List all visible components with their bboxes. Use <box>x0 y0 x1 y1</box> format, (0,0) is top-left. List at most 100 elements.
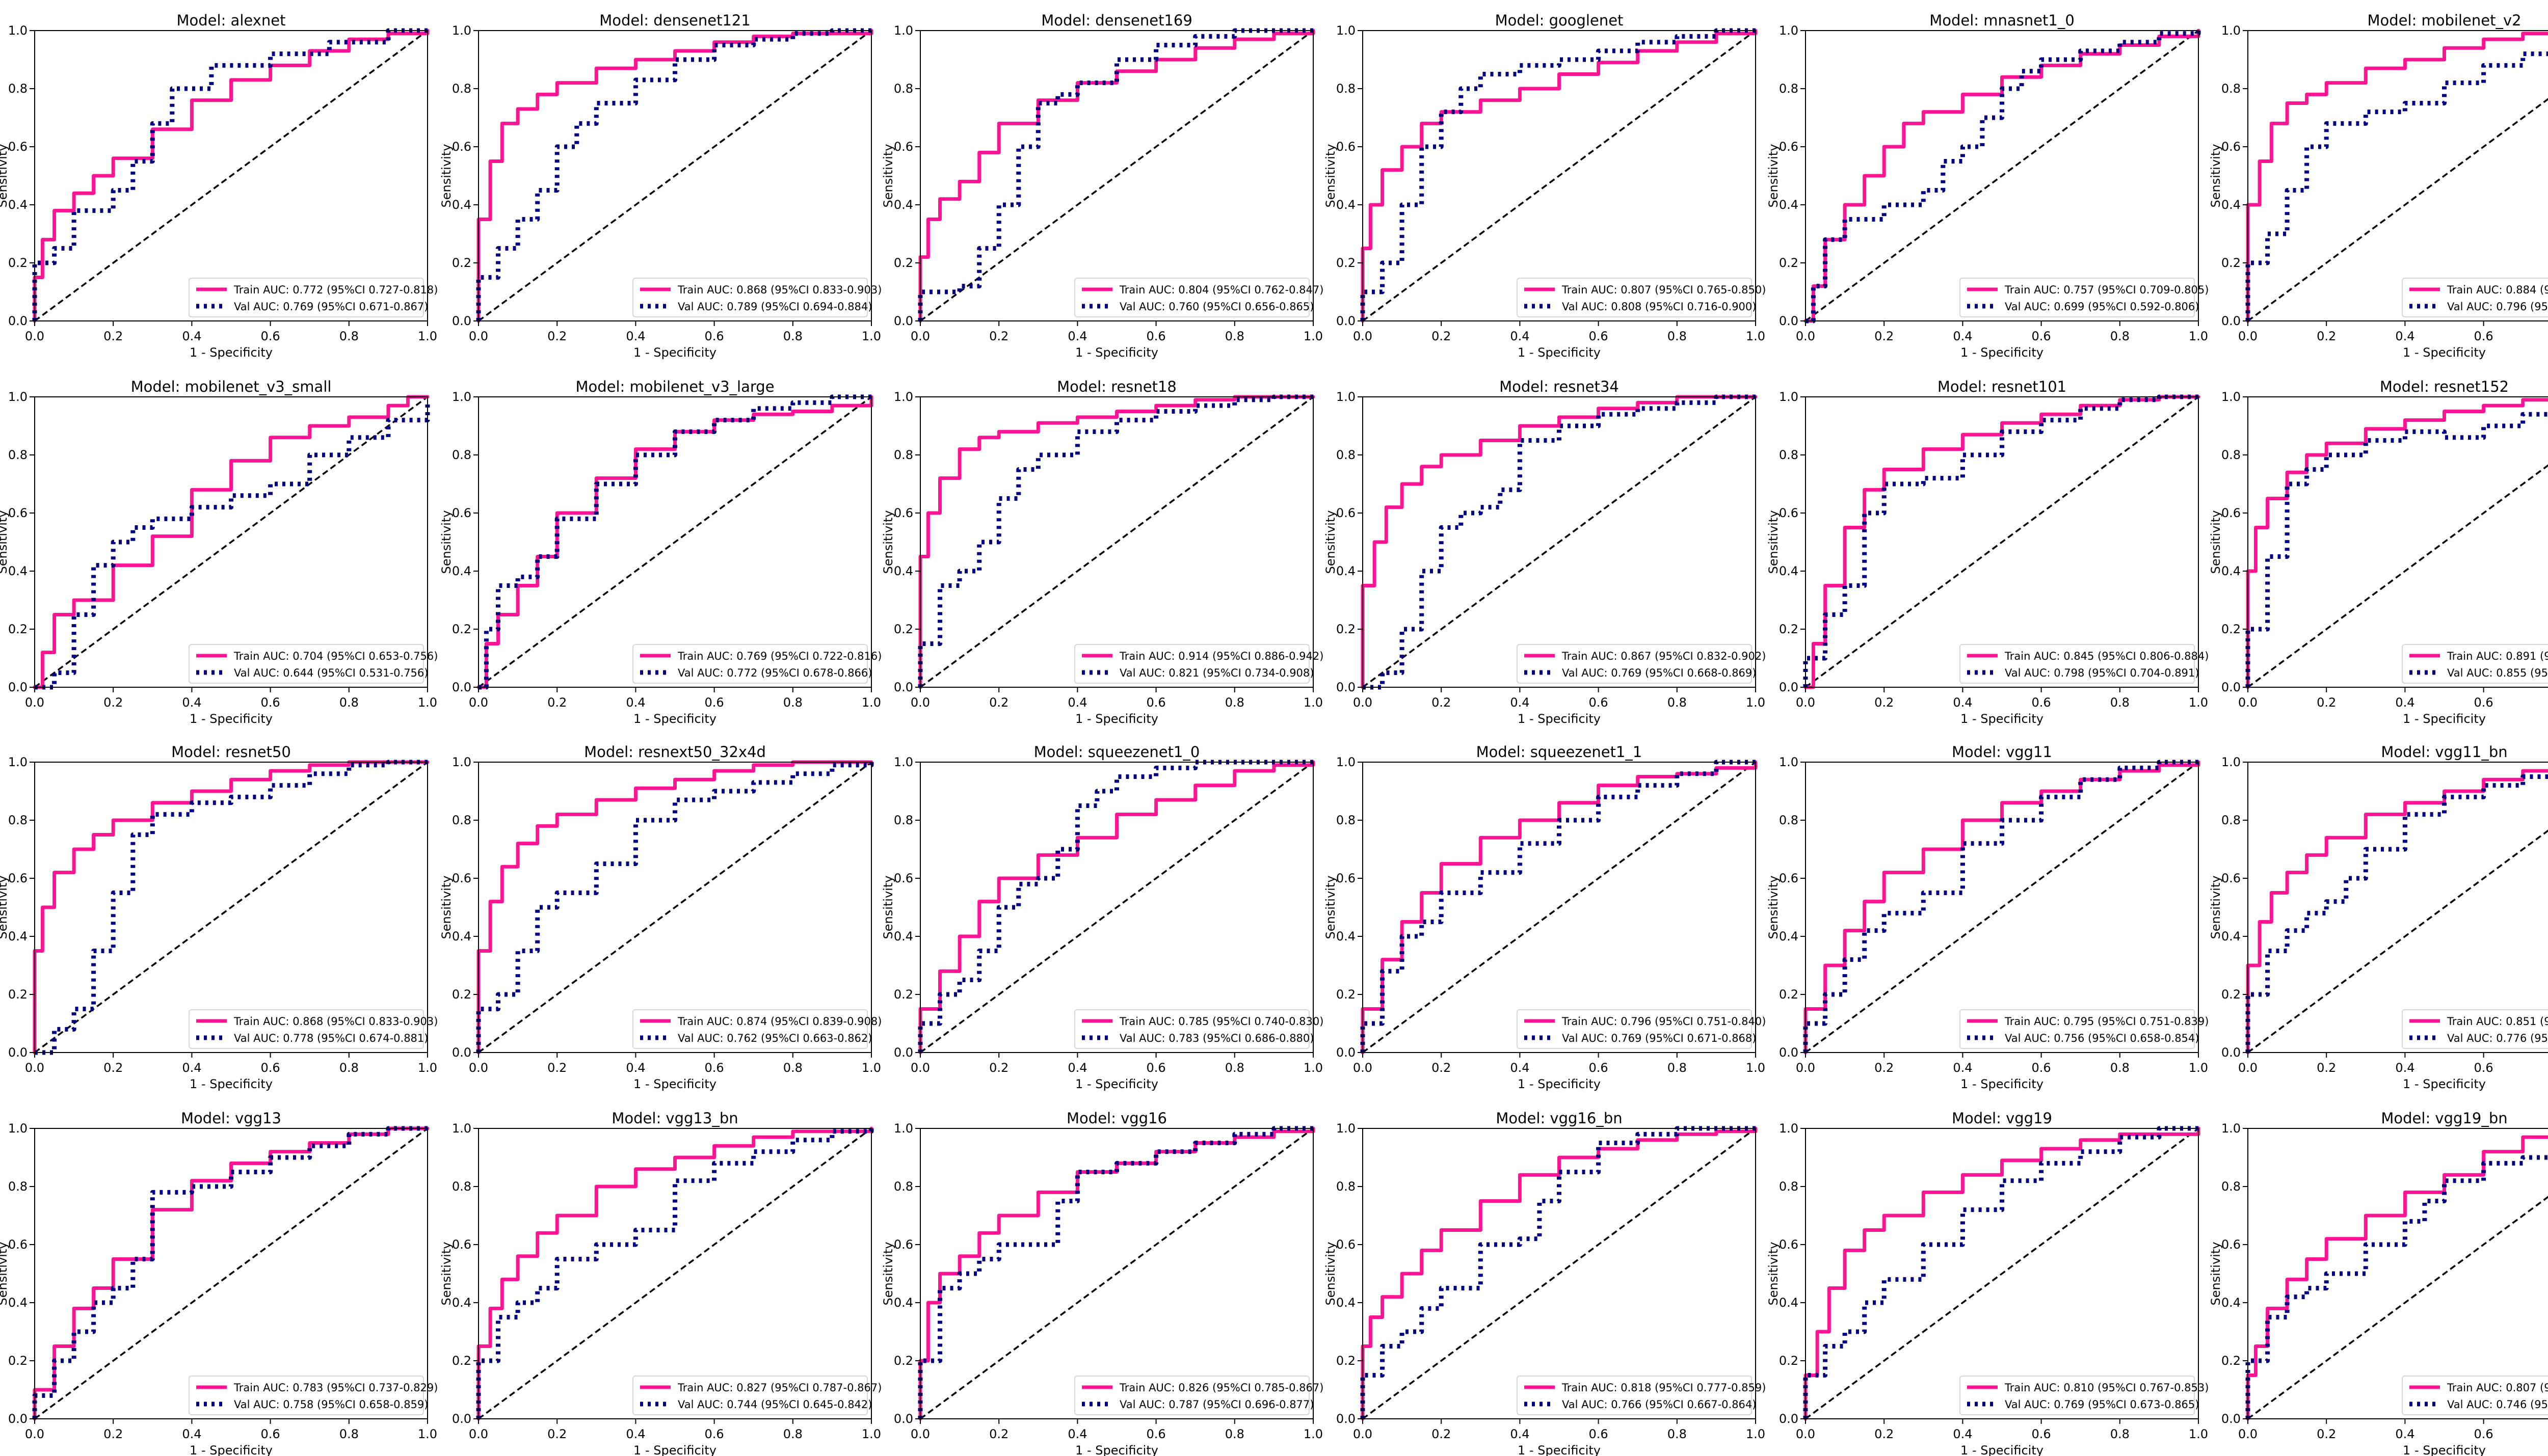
y-tick-label: 0.2 <box>1336 256 1356 270</box>
y-tick-label: 0.4 <box>1779 1296 1798 1310</box>
y-tick-label: 0.0 <box>452 1045 471 1060</box>
y-tick-label: 0.8 <box>894 1179 913 1194</box>
x-tick-label: 0.6 <box>2032 695 2051 710</box>
legend: Train AUC: 0.772 (95%CI 0.727-0.818) Val … <box>189 278 438 317</box>
legend-train-label: Train AUC: 0.795 (95%CI 0.751-0.839) <box>2004 1015 2209 1028</box>
legend-val-label: Val AUC: 0.778 (95%CI 0.674-0.881) <box>234 1032 428 1044</box>
x-tick-label: 0.8 <box>2110 695 2130 710</box>
plot-frame <box>478 30 872 321</box>
x-tick-label: 0.4 <box>1510 1061 1529 1075</box>
y-tick-label: 0.0 <box>894 1412 913 1426</box>
x-tick-label: 0.6 <box>1589 1061 1608 1075</box>
roc-panel-18: Model: vgg13 0.0 0.2 0.4 0.6 0.8 1.0 0.0 0.2 0.4 0… <box>0 1110 438 1456</box>
y-tick-label: 0.0 <box>8 1412 28 1426</box>
panel-title: Model: resnet34 <box>1499 378 1619 395</box>
legend-val-label: Val AUC: 0.644 (95%CI 0.531-0.756) <box>234 667 428 679</box>
roc-panel-0: Model: alexnet 0.0 0.2 0.4 0.6 0.8 1.0 0.0 0.2 0.… <box>0 12 438 360</box>
legend-train-label: Train AUC: 0.796 (95%CI 0.751-0.840) <box>1561 1015 1766 1028</box>
roc-panel-11: Model: resnet152 0.0 0.2 0.4 0.6 0.8 1.0 0.0 0.2… <box>2209 378 2548 726</box>
legend-val-label: Val AUC: 0.798 (95%CI 0.704-0.891) <box>2005 667 2199 679</box>
x-tick-label: 1.0 <box>1304 1061 1323 1075</box>
chance-diagonal-line <box>1804 761 2199 1054</box>
legend: Train AUC: 0.769 (95%CI 0.722-0.816) Val … <box>632 644 882 684</box>
x-axis-label: 1 - Specificity <box>633 345 716 360</box>
x-tick-label: 0.0 <box>911 1061 930 1075</box>
panel-title: Model: resnet101 <box>1937 378 2066 395</box>
panel-title: Model: vgg16_bn <box>1496 1110 1622 1127</box>
y-tick-label: 0.6 <box>1779 871 1798 885</box>
x-tick-label: 0.2 <box>1431 1061 1451 1075</box>
legend-val-label: Val AUC: 0.772 (95%CI 0.678-0.866) <box>678 667 872 679</box>
y-tick-label: 0.2 <box>8 256 28 270</box>
x-tick-label: 0.8 <box>339 1427 359 1441</box>
legend: Train AUC: 0.704 (95%CI 0.653-0.756) Val … <box>189 644 438 684</box>
x-tick-label: 0.4 <box>182 1061 201 1075</box>
x-axis-label: 1 - Specificity <box>1960 345 2043 360</box>
train-roc-curve <box>918 395 1315 689</box>
legend-val-label: Val AUC: 0.756 (95%CI 0.658-0.854) <box>2005 1032 2199 1044</box>
y-tick-label: 0.0 <box>8 680 28 694</box>
x-tick-label: 0.0 <box>911 1427 930 1441</box>
y-tick-label: 0.0 <box>1779 1412 1798 1426</box>
x-tick-label: 0.6 <box>2474 329 2493 343</box>
legend-train-label: Train AUC: 0.785 (95%CI 0.740-0.830) <box>1119 1015 1323 1028</box>
legend-val-label: Val AUC: 0.821 (95%CI 0.734-0.908) <box>1120 667 1314 679</box>
chance-diagonal-line <box>1362 761 1757 1054</box>
x-tick-label: 0.2 <box>547 329 567 343</box>
x-tick-label: 0.8 <box>1667 329 1687 343</box>
roc-panel-14: Model: squeezenet1_0 0.0 0.2 0.4 0.6 0.8 1.0 0.… <box>881 743 1323 1091</box>
plot-frame <box>1805 396 2199 688</box>
y-axis-label: Sensitivity <box>439 144 454 208</box>
chance-diagonal-line <box>477 761 872 1054</box>
y-tick-label: 0.8 <box>1779 448 1798 462</box>
train-roc-curve <box>33 760 430 1055</box>
y-tick-label: 1.0 <box>1336 23 1356 38</box>
x-tick-label: 0.2 <box>2317 1061 2336 1075</box>
legend-box <box>1517 1376 1752 1415</box>
legend-box <box>1959 644 2195 684</box>
chance-diagonal-line <box>2247 464 2548 688</box>
y-axis-label: Sensitivity <box>1323 1242 1338 1306</box>
val-roc-curve <box>1360 1126 1756 1419</box>
x-tick-label: 0.6 <box>1147 1427 1166 1441</box>
y-tick-label: 0.2 <box>452 622 471 636</box>
x-tick-label: 0.6 <box>2474 1427 2493 1441</box>
train-roc-curve <box>2246 398 2548 689</box>
roc-panel-13: Model: resnext50_32x4d 0.0 0.2 0.4 0.6 0.8 1.0… <box>439 743 882 1091</box>
roc-panel-15: Model: squeezenet1_1 0.0 0.2 0.4 0.6 0.8 1.0 0.… <box>1323 743 1766 1091</box>
y-tick-label: 0.0 <box>1336 1045 1356 1060</box>
x-tick-label: 0.2 <box>989 1061 1008 1075</box>
x-tick-label: 1.0 <box>1746 329 1765 343</box>
y-tick-label: 0.2 <box>1336 987 1356 1002</box>
x-tick-label: 0.0 <box>911 695 930 710</box>
y-tick-label: 0.4 <box>8 198 28 212</box>
legend-box <box>1959 278 2195 317</box>
train-roc-curve <box>918 29 1315 323</box>
x-tick-label: 0.6 <box>2032 1427 2051 1441</box>
x-tick-label: 0.6 <box>261 1427 280 1441</box>
legend-box <box>1959 1009 2195 1049</box>
y-tick-label: 0.0 <box>1779 680 1798 694</box>
x-tick-label: 0.2 <box>1874 329 1894 343</box>
legend-val-label: Val AUC: 0.855 (95%CI 0.773-0.937) <box>2447 667 2548 679</box>
y-tick-label: 0.6 <box>452 1237 471 1252</box>
y-tick-label: 0.4 <box>1336 198 1356 212</box>
roc-panel-16: Model: vgg11 0.0 0.2 0.4 0.6 0.8 1.0 0.0 0.2 0.4 0… <box>1766 743 2209 1091</box>
legend-train-label: Train AUC: 0.769 (95%CI 0.722-0.816) <box>677 650 882 662</box>
x-tick-label: 0.4 <box>1953 329 1972 343</box>
x-tick-label: 1.0 <box>862 329 881 343</box>
y-tick-label: 0.2 <box>2221 987 2241 1002</box>
legend-box <box>189 1376 424 1415</box>
legend-val-label: Val AUC: 0.776 (95%CI 0.681-0.872) <box>2447 1032 2548 1044</box>
y-tick-label: 1.0 <box>8 23 28 38</box>
y-tick-label: 1.0 <box>2221 1121 2241 1136</box>
plot-frame <box>478 1128 872 1419</box>
y-tick-label: 0.2 <box>894 622 913 636</box>
x-tick-label: 0.0 <box>1353 695 1372 710</box>
y-tick-label: 1.0 <box>8 1121 28 1136</box>
x-tick-label: 0.2 <box>1431 1427 1451 1441</box>
x-tick-label: 0.6 <box>2474 1061 2493 1075</box>
chance-diagonal-line <box>1362 30 1757 322</box>
y-tick-label: 0.8 <box>452 448 471 462</box>
legend-train-label: Train AUC: 0.827 (95%CI 0.787-0.867) <box>677 1382 882 1394</box>
